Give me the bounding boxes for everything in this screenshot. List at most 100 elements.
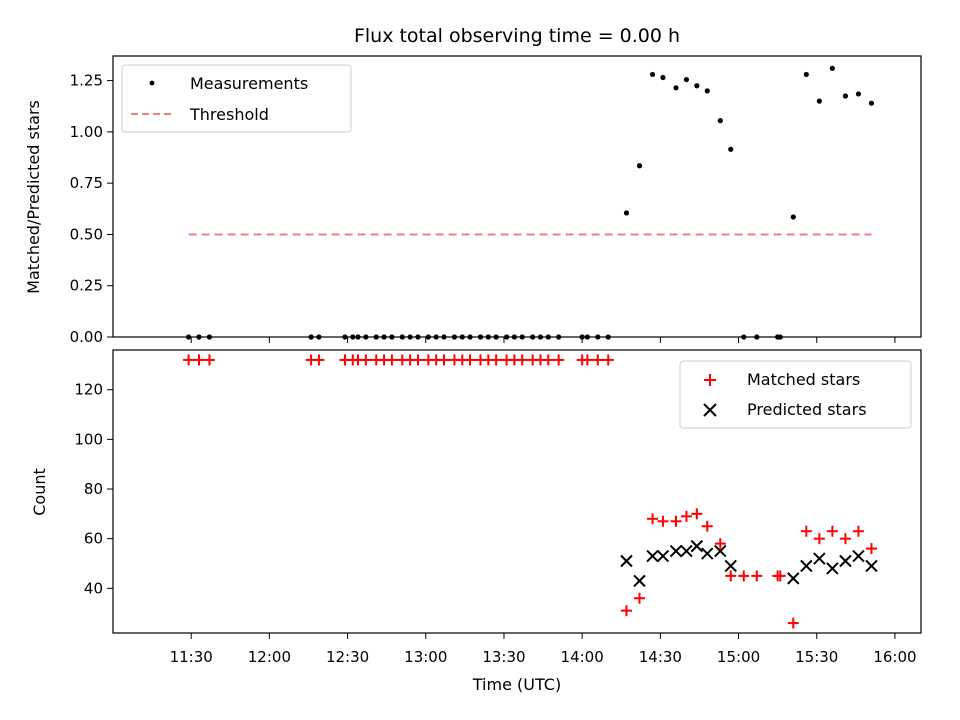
x-tick-label: 11:30 bbox=[170, 648, 213, 666]
x-tick-label: 15:30 bbox=[795, 648, 838, 666]
measurement-point bbox=[493, 334, 499, 340]
x-axis-label: Time (UTC) bbox=[472, 675, 561, 694]
measurement-point bbox=[389, 334, 395, 340]
predicted-star-point bbox=[680, 544, 693, 558]
measurement-point bbox=[660, 74, 666, 81]
matched-star-point bbox=[774, 570, 786, 582]
matched-star-point bbox=[490, 354, 502, 366]
bottom-plot-marks bbox=[183, 354, 878, 629]
top-y-axis-label: Matched/Predicted stars bbox=[24, 100, 43, 294]
matched-star-point bbox=[865, 543, 877, 555]
measurement-point bbox=[459, 334, 465, 340]
bottom-y-tick-label: 80 bbox=[84, 480, 103, 498]
measurement-point bbox=[308, 334, 314, 340]
measurement-point bbox=[694, 83, 700, 89]
bottom-y-tick-label: 100 bbox=[74, 430, 103, 448]
x-tick-label: 14:00 bbox=[561, 648, 604, 666]
measurement-point bbox=[728, 146, 734, 152]
predicted-star-point bbox=[800, 559, 813, 573]
measurement-point bbox=[441, 334, 447, 340]
measurement-point bbox=[623, 210, 630, 216]
measurement-point bbox=[829, 65, 835, 71]
bottom-legend-box bbox=[679, 360, 912, 429]
matched-star-point bbox=[203, 354, 215, 366]
predicted-star-point bbox=[669, 544, 683, 558]
measurement-point bbox=[868, 100, 875, 106]
predicted-star-point bbox=[787, 572, 800, 585]
measurement-point bbox=[196, 334, 202, 340]
matched-star-point bbox=[738, 570, 750, 582]
measurement-point bbox=[595, 334, 601, 340]
bottom-axis-ticks: 40 60 80 100 120 11:30 12:00 12:30 13:00 13:30 14:… bbox=[74, 381, 916, 666]
matched-star-point bbox=[800, 525, 812, 537]
predicted-star-point bbox=[690, 539, 704, 553]
measurement-point bbox=[777, 334, 783, 340]
matched-star-point bbox=[725, 570, 737, 582]
predicted-star-point bbox=[714, 544, 727, 558]
matched-star-point bbox=[787, 617, 799, 629]
measurement-point bbox=[415, 334, 421, 340]
matched-star-point bbox=[553, 354, 565, 366]
measurement-point bbox=[754, 334, 760, 340]
bottom-y-tick-label: 40 bbox=[84, 579, 103, 597]
measurement-point bbox=[530, 334, 536, 340]
matched-star-point bbox=[313, 354, 325, 366]
measurement-point bbox=[790, 214, 796, 220]
matched-star-point bbox=[657, 515, 669, 527]
matched-star-point bbox=[542, 354, 554, 366]
measurement-point bbox=[816, 98, 822, 104]
measurement-point bbox=[467, 334, 473, 340]
measurement-point bbox=[673, 85, 679, 91]
matched-star-point bbox=[592, 354, 604, 366]
legend-predicted-marker bbox=[703, 403, 717, 417]
legend-matched-marker bbox=[704, 374, 716, 386]
x-tick-label: 13:00 bbox=[404, 648, 447, 666]
chart-title: Flux total observing time = 0.00 h bbox=[354, 25, 680, 47]
matched-star-point bbox=[670, 515, 682, 527]
predicted-star-point bbox=[633, 574, 646, 588]
matched-star-point bbox=[386, 354, 398, 366]
measurement-point bbox=[636, 163, 643, 169]
predicted-star-point bbox=[852, 549, 865, 563]
matched-star-point bbox=[691, 508, 703, 520]
measurement-point bbox=[433, 334, 439, 340]
measurement-point bbox=[485, 334, 491, 340]
measurement-point bbox=[477, 334, 484, 340]
matched-star-point bbox=[602, 354, 614, 366]
x-tick-label: 14:30 bbox=[639, 648, 682, 666]
matched-star-point bbox=[620, 605, 632, 617]
predicted-star-point bbox=[839, 554, 852, 568]
predicted-star-point bbox=[701, 547, 714, 560]
predicted-star-point bbox=[826, 562, 839, 575]
top-plot-frame bbox=[112, 55, 922, 338]
matched-star-point bbox=[680, 510, 692, 522]
matched-star-point bbox=[464, 354, 476, 366]
measurement-point bbox=[855, 91, 862, 97]
top-legend-box bbox=[121, 64, 352, 133]
measurement-point bbox=[717, 118, 723, 124]
matched-star-point bbox=[516, 354, 528, 366]
matched-star-point bbox=[714, 538, 726, 550]
measurement-point bbox=[503, 334, 510, 340]
measurement-point bbox=[741, 334, 747, 340]
top-axis-ticks: 0.00 0.25 0.50 0.75 1.00 1.25 bbox=[70, 72, 896, 346]
measurement-point bbox=[407, 334, 413, 340]
x-tick-label: 12:30 bbox=[326, 648, 369, 666]
matched-star-point bbox=[438, 354, 450, 366]
measurement-point bbox=[373, 334, 379, 340]
matched-star-point bbox=[701, 520, 713, 532]
measurement-point bbox=[206, 334, 213, 340]
measurement-point bbox=[363, 334, 369, 340]
legend-threshold-label: Threshold bbox=[189, 105, 269, 124]
bottom-y-tick-label: 120 bbox=[74, 381, 103, 399]
predicted-star-point bbox=[646, 549, 659, 563]
top-y-tick-label: 0.50 bbox=[70, 225, 103, 243]
matched-star-point bbox=[826, 525, 838, 537]
measurement-point bbox=[842, 93, 849, 99]
top-legend: Measurements Threshold bbox=[121, 64, 352, 133]
matched-star-point bbox=[813, 533, 825, 545]
bottom-y-axis-label: Count bbox=[30, 468, 49, 516]
predicted-star-point bbox=[620, 554, 633, 568]
measurement-point bbox=[355, 334, 361, 340]
